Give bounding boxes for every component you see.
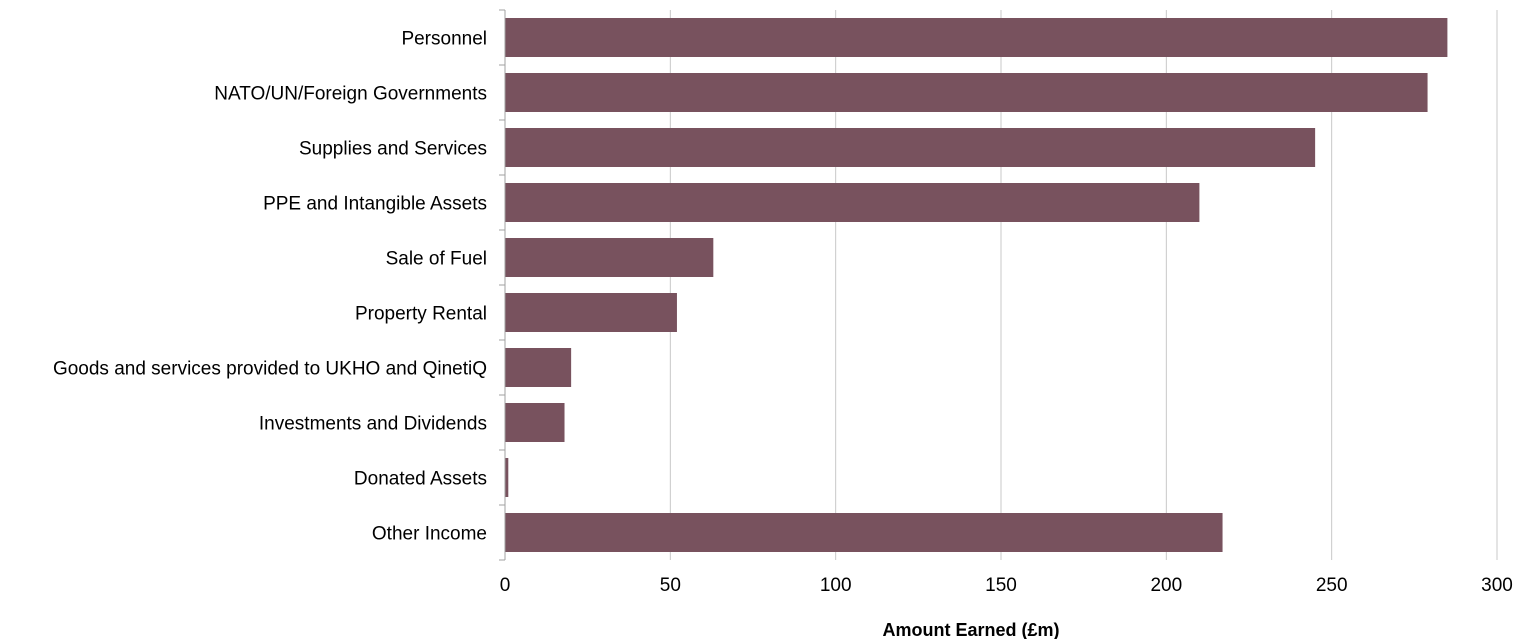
category-labels: Personnel NATO/UN/Foreign Governments Supp… (53, 29, 487, 545)
x-tick-label-50: 50 (660, 575, 681, 596)
x-tick-label-100: 100 (820, 575, 852, 596)
bar-2 (505, 73, 1428, 112)
axes (499, 9, 506, 561)
category-label-4: PPE and Intangible Assets (263, 194, 487, 215)
x-tick-label-300: 300 (1481, 575, 1513, 596)
bars (505, 18, 1448, 552)
bar-8 (505, 403, 565, 442)
bar-6 (505, 293, 677, 332)
category-label-8: Investments and Dividends (259, 414, 487, 435)
x-tick-labels: 0 50 100 150 200 250 300 (500, 575, 1513, 596)
bar-5 (505, 238, 714, 277)
category-label-3: Supplies and Services (299, 139, 487, 160)
x-axis-title: Amount Earned (£m) (882, 620, 1059, 639)
bar-1 (505, 18, 1448, 57)
bar-9 (505, 458, 509, 497)
x-tick-label-0: 0 (500, 575, 511, 596)
category-label-9: Donated Assets (354, 469, 487, 490)
x-tick-label-200: 200 (1150, 575, 1182, 596)
category-label-10: Other Income (372, 524, 487, 545)
category-label-7: Goods and services provided to UKHO and … (53, 359, 487, 380)
x-tick-label-250: 250 (1316, 575, 1348, 596)
bar-7 (505, 348, 572, 387)
x-tick-label-150: 150 (985, 575, 1017, 596)
category-label-1: Personnel (401, 29, 487, 50)
bar-10 (505, 513, 1223, 552)
category-label-2: NATO/UN/Foreign Governments (214, 84, 487, 105)
category-label-5: Sale of Fuel (386, 249, 487, 270)
category-label-6: Property Rental (355, 304, 487, 325)
bar-4 (505, 183, 1200, 222)
bar-3 (505, 128, 1316, 167)
